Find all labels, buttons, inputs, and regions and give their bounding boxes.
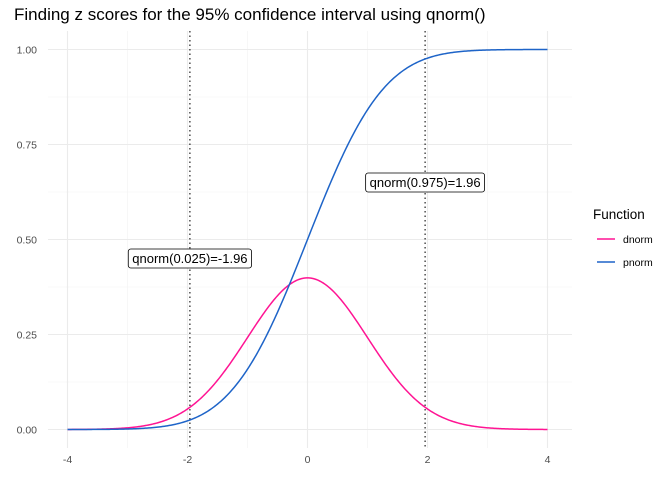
legend-label-dnorm: dnorm bbox=[623, 234, 653, 246]
y-tick-label: 0.00 bbox=[17, 424, 38, 436]
annotation-box bbox=[365, 172, 485, 193]
legend-title: Function bbox=[593, 207, 645, 222]
y-tick-label: 1.00 bbox=[17, 44, 38, 56]
y-tick-label: 0.75 bbox=[17, 139, 38, 151]
y-axis-ticks: 0.00 0.25 0.50 0.75 1.00 bbox=[17, 44, 38, 436]
plot-grid bbox=[48, 31, 572, 448]
annotation-label: qnorm(0.975)=1.96 bbox=[365, 172, 485, 193]
x-axis-ticks: -4 -2 0 2 4 bbox=[63, 454, 551, 466]
x-tick-label: 4 bbox=[545, 454, 551, 466]
series-lines bbox=[67, 48, 548, 431]
x-tick-label: 0 bbox=[305, 454, 311, 466]
annotation-text: qnorm(0.025)=-1.96 bbox=[132, 251, 247, 266]
x-tick-label: -4 bbox=[63, 454, 72, 466]
series-line-dnorm bbox=[67, 277, 548, 431]
y-tick-label: 0.25 bbox=[17, 329, 38, 341]
series-line-pnorm bbox=[67, 48, 548, 431]
annotation-label: qnorm(0.025)=-1.96 bbox=[127, 248, 252, 269]
x-tick-label: 2 bbox=[425, 454, 431, 466]
chart-title: Finding z scores for the 95% confidence … bbox=[14, 5, 486, 24]
annotation-box bbox=[127, 248, 252, 269]
y-tick-label: 0.50 bbox=[17, 234, 38, 246]
annotation-text: qnorm(0.975)=1.96 bbox=[370, 175, 481, 190]
legend-label-pnorm: pnorm bbox=[623, 257, 653, 269]
reference-lines bbox=[189, 31, 426, 448]
legend: Function dnorm pnorm bbox=[593, 207, 653, 269]
annotations: qnorm(0.025)=-1.96 qnorm(0.975)=1.96 bbox=[127, 172, 485, 269]
x-tick-label: -2 bbox=[183, 454, 192, 466]
